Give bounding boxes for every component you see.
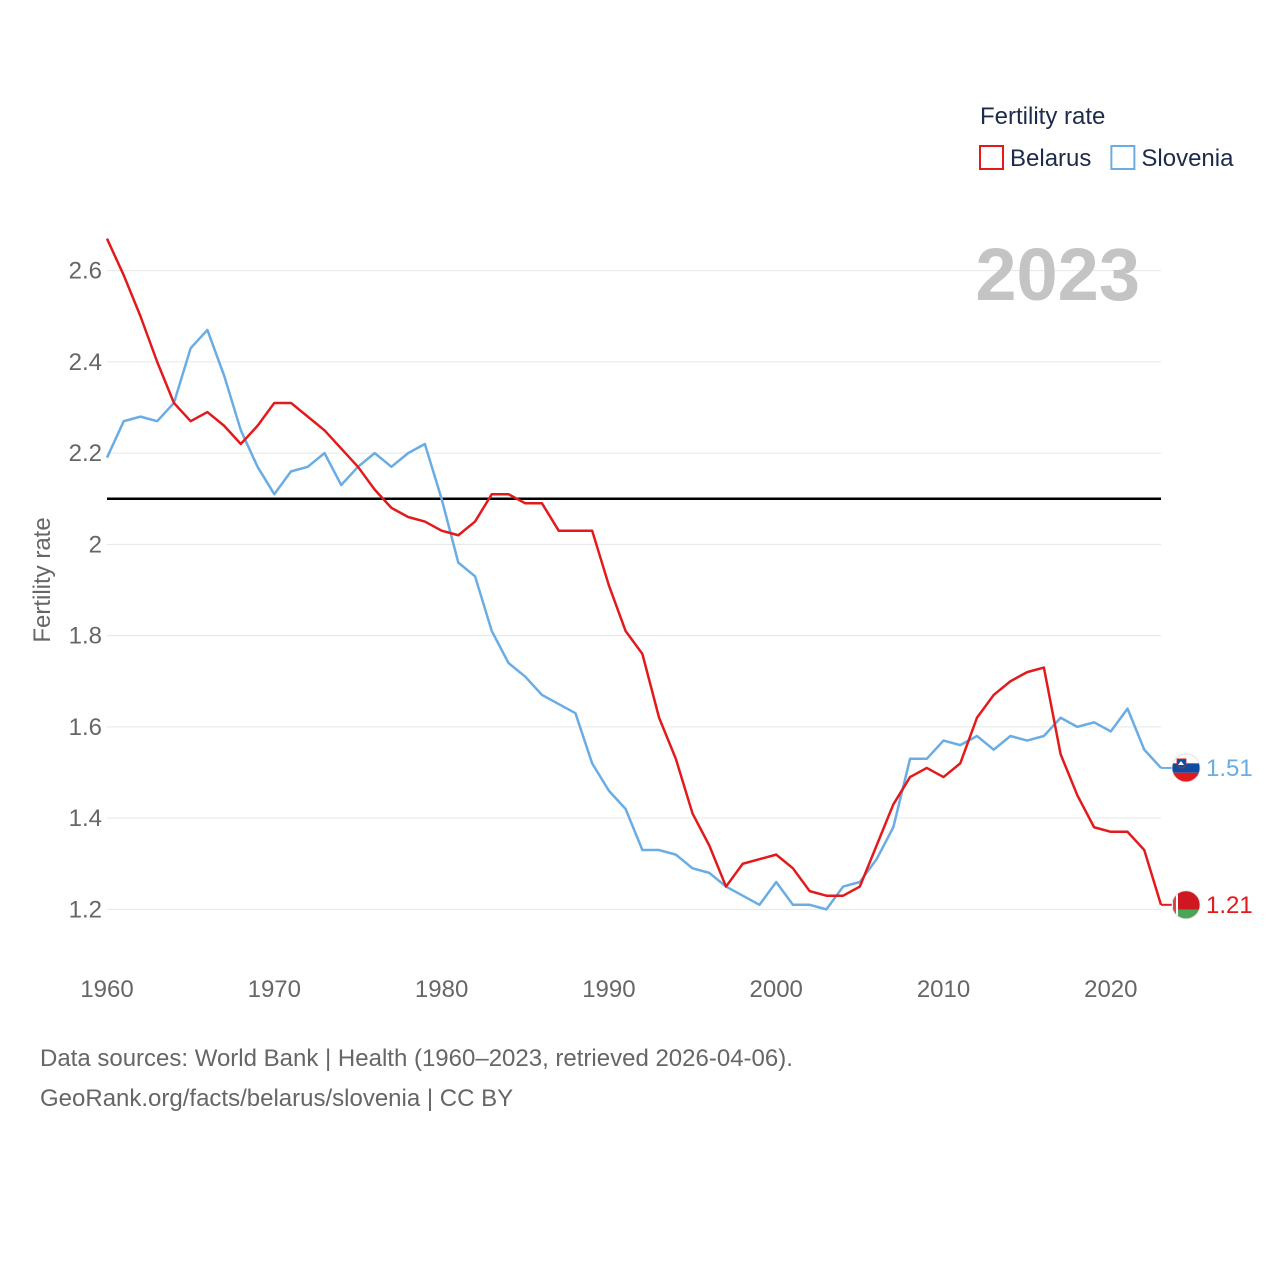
y-tick-label: 2.6 xyxy=(69,258,102,285)
x-tick-label: 2010 xyxy=(917,976,970,1003)
x-tick-label: 2020 xyxy=(1084,976,1137,1003)
legend-swatch xyxy=(1110,145,1136,170)
legend: Fertility rate Belarus Slovenia xyxy=(979,103,1234,172)
current-year-label: 2023 xyxy=(975,233,1140,316)
x-tick-label: 1990 xyxy=(582,976,635,1003)
belarus-flag-icon xyxy=(1172,890,1200,919)
x-tick-label: 1980 xyxy=(415,976,468,1003)
legend-item-belarus[interactable]: Belarus xyxy=(979,145,1091,172)
slovenia-flag-icon xyxy=(1172,753,1200,782)
legend-label: Slovenia xyxy=(1141,145,1234,172)
x-tick-label: 1970 xyxy=(248,976,301,1003)
legend-items: Belarus Slovenia xyxy=(979,145,1234,172)
footer-sources: Data sources: World Bank | Health (1960–… xyxy=(40,1045,793,1072)
grid-layer xyxy=(107,270,1161,910)
legend-item-slovenia[interactable]: Slovenia xyxy=(1110,145,1234,172)
x-tick-label: 2000 xyxy=(750,976,803,1003)
y-tick-label: 2 xyxy=(89,531,102,558)
legend-label: Belarus xyxy=(1010,145,1091,172)
x-tick-label: 1960 xyxy=(80,976,133,1003)
y-tick-label: 1.4 xyxy=(69,805,102,832)
end-value-label-belarus: 1.21 xyxy=(1206,892,1253,919)
y-axis-title: Fertility rate xyxy=(29,517,56,642)
end-value-label-slovenia: 1.51 xyxy=(1206,755,1253,782)
footer-url: GeoRank.org/facts/belarus/slovenia | CC … xyxy=(40,1085,514,1112)
endpoint-layer: 1.21 1.51 xyxy=(1161,753,1253,920)
series-line-belarus xyxy=(105,238,1163,906)
y-tick-label: 2.2 xyxy=(69,440,102,467)
y-tick-label: 1.2 xyxy=(69,896,102,923)
legend-title: Fertility rate xyxy=(980,103,1105,130)
series-layer xyxy=(105,238,1163,911)
legend-swatch xyxy=(979,145,1004,170)
y-tick-label: 1.6 xyxy=(69,714,102,741)
y-tick-label: 2.4 xyxy=(69,349,102,376)
y-tick-label: 1.8 xyxy=(69,623,102,650)
axis-layer: 1.2 1.4 1.6 1.8 2 2.2 2.4 2.6 1960 1970 1980 1990 20… xyxy=(69,258,1138,1003)
series-line-slovenia xyxy=(105,328,1162,911)
